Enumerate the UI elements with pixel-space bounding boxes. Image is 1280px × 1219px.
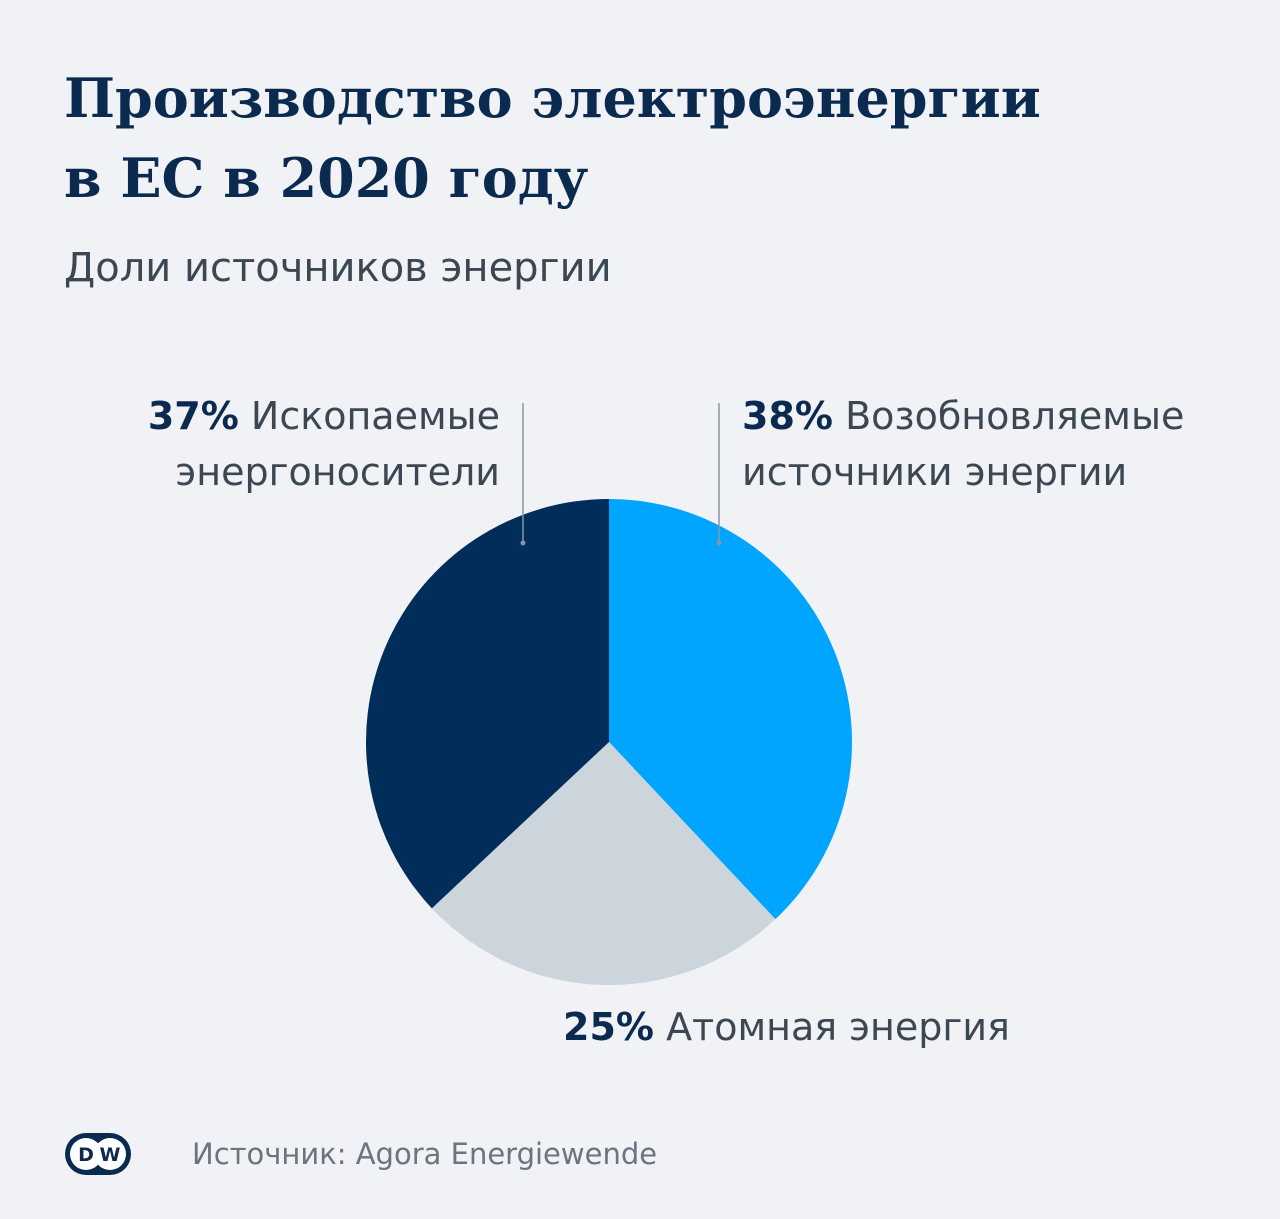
pie-slice-fossil — [366, 499, 609, 909]
slice-label-nuclear-line-1: 25% Атомная энергия — [563, 999, 1010, 1055]
slice-label-fossil-line-1: 37% Ископаемые — [148, 388, 500, 444]
slice-percent-renewable: 38% — [742, 394, 833, 438]
dw-logo: D W — [65, 1133, 131, 1175]
chart-title-line-2: в ЕС в 2020 году — [64, 146, 589, 210]
slice-label-fossil: 37% Ископаемые энергоносители — [148, 388, 500, 500]
slice-name-fossil-2: энергоносители — [175, 450, 500, 494]
dw-logo-letter-d: D — [78, 1144, 94, 1166]
chart-subtitle: Доли источников энергии — [64, 245, 612, 291]
pie-slice-renewable — [609, 499, 852, 920]
chart-title-line-1: Производство электроэнергии — [64, 66, 1041, 130]
slice-percent-nuclear: 25% — [563, 1005, 654, 1049]
chart-title: Производство электроэнергии в ЕС в 2020 … — [64, 58, 1164, 218]
footer: D W Источник: Agora Energiewende — [64, 1128, 964, 1180]
slice-name-nuclear-1: Атомная энергия — [666, 1005, 1010, 1049]
slice-percent-fossil: 37% — [147, 394, 239, 438]
leader-dot-fossil — [520, 540, 526, 546]
dw-logo-letter-w: W — [100, 1144, 121, 1166]
slice-label-renewable: 38% Возобновляемые источники энергии — [742, 388, 1184, 500]
slice-name-fossil-1: Ископаемые — [250, 394, 500, 438]
pie-slice-nuclear — [431, 742, 776, 985]
slice-name-renewable-2: источники энергии — [742, 450, 1128, 494]
leader-dot-renewable — [716, 540, 722, 546]
slice-label-nuclear: 25% Атомная энергия — [563, 999, 1010, 1055]
slice-label-renewable-line-1: 38% Возобновляемые — [742, 388, 1184, 444]
source-note: Источник: Agora Energiewende — [192, 1137, 658, 1171]
slice-name-renewable-1: Возобновляемые — [845, 394, 1185, 438]
